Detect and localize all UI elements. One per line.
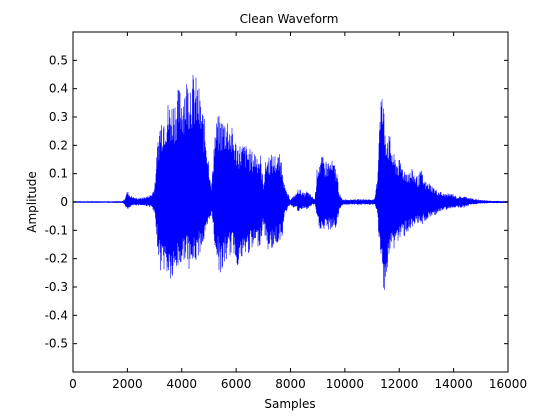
x-tick-label: 6000: [221, 377, 252, 391]
plot-border: [72, 31, 509, 373]
y-axis: -0.5 -0.4 -0.3 -0.2 -0.1 0 0.1 0.2 0.3 0.4 0.5: [45, 53, 508, 351]
y-tick-label: -0.3: [45, 280, 68, 294]
x-tick-label: 0: [69, 377, 77, 391]
y-tick-label: -0.2: [45, 252, 68, 266]
x-tick-label: 8000: [275, 377, 306, 391]
series-layer: [72, 75, 509, 290]
x-tick-label: 14000: [435, 377, 473, 391]
y-tick-label: 0.5: [49, 53, 68, 67]
x-axis-label: Samples: [264, 397, 315, 411]
y-tick-label: -0.4: [45, 308, 68, 322]
y-tick-label: 0.1: [49, 167, 68, 181]
chart-title: Clean Waveform: [240, 12, 339, 26]
x-tick-label: 2000: [112, 377, 143, 391]
x-axis: 0 2000 4000 6000 8000 10000 12000 14000 16000: [69, 32, 527, 391]
x-tick-label: 16000: [489, 377, 527, 391]
y-tick-label: 0.3: [49, 110, 68, 124]
y-axis-label: Amplitude: [25, 171, 39, 233]
x-tick-label: 10000: [326, 377, 364, 391]
y-tick-label: 0.2: [49, 138, 68, 152]
y-tick-label: -0.5: [45, 337, 68, 351]
y-tick-label: 0: [60, 195, 68, 209]
x-tick-label: 4000: [166, 377, 197, 391]
x-tick-label: 12000: [380, 377, 418, 391]
y-tick-label: -0.1: [45, 223, 68, 237]
y-tick-label: 0.4: [49, 82, 68, 96]
